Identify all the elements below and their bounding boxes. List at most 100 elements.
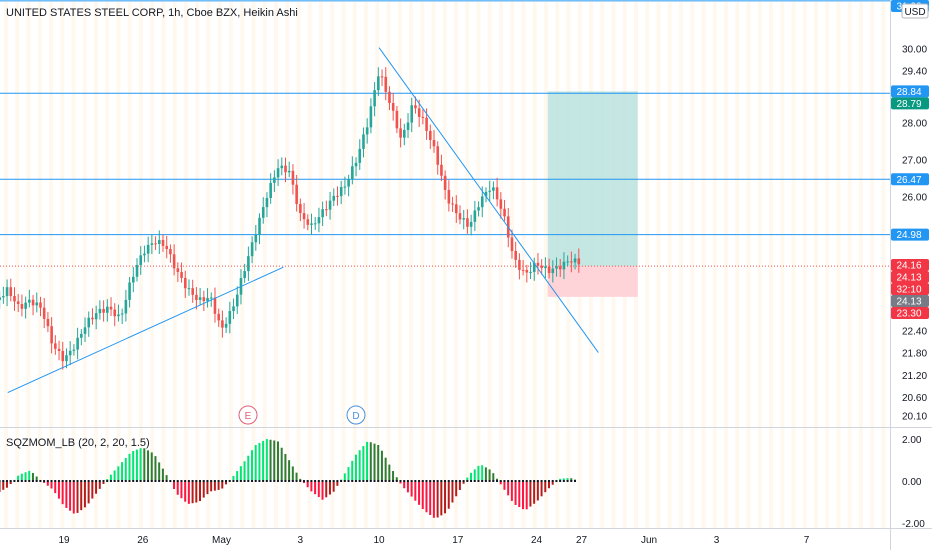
candle-body xyxy=(380,76,384,78)
candle-body xyxy=(94,313,98,320)
candle-body xyxy=(503,208,506,217)
earnings-marker[interactable]: E xyxy=(238,405,258,425)
momentum-bar xyxy=(176,481,179,495)
squeeze-dot xyxy=(176,480,179,482)
price-tick-label: 20.60 xyxy=(902,393,927,404)
momentum-bar xyxy=(562,478,565,481)
momentum-bar xyxy=(529,481,532,507)
momentum-bar xyxy=(421,481,424,510)
candle-body xyxy=(566,261,569,263)
session-stripe xyxy=(825,2,830,528)
momentum-bar xyxy=(98,481,101,489)
squeeze-dot xyxy=(462,480,465,482)
price-label-text: 28.79 xyxy=(896,99,921,110)
session-stripe xyxy=(690,2,695,528)
candle-body xyxy=(16,301,20,305)
stop-zone xyxy=(547,266,638,297)
session-stripe xyxy=(307,2,312,528)
momentum-bar xyxy=(373,443,376,481)
squeeze-dot xyxy=(336,480,339,482)
candle-body xyxy=(358,148,362,163)
momentum-tick-label: 0.00 xyxy=(902,477,922,488)
momentum-bar xyxy=(481,465,484,481)
trend-lines[interactable] xyxy=(7,47,599,394)
candle-body xyxy=(20,304,24,309)
candle-body xyxy=(577,258,581,265)
price-label-badge xyxy=(891,294,929,307)
candle-body xyxy=(480,196,484,208)
momentum-bar xyxy=(473,469,476,481)
price-tick-label: 29.40 xyxy=(902,67,927,78)
squeeze-dot xyxy=(232,480,235,482)
candle-body xyxy=(35,302,39,306)
squeeze-dot xyxy=(380,480,383,482)
squeeze-dot xyxy=(321,480,324,482)
momentum-bar xyxy=(321,481,324,500)
momentum-bar xyxy=(2,481,5,490)
squeeze-dot xyxy=(184,480,187,482)
momentum-bar xyxy=(484,467,487,481)
momentum-bar xyxy=(250,450,253,481)
candle-body xyxy=(61,350,65,362)
momentum-bar xyxy=(347,467,350,481)
squeeze-dot xyxy=(410,480,413,482)
momentum-bar xyxy=(20,473,23,481)
candle-body xyxy=(391,102,395,111)
squeeze-dot xyxy=(492,480,495,482)
session-stripe xyxy=(94,2,98,528)
candle-body xyxy=(213,297,217,314)
squeeze-dot xyxy=(9,480,12,482)
squeeze-dot xyxy=(61,480,64,482)
squeeze-dot xyxy=(503,480,506,482)
momentum-bar xyxy=(5,481,8,488)
time-tick-label: 10 xyxy=(373,535,385,546)
candle-body xyxy=(0,297,1,300)
momentum-bar xyxy=(0,481,1,492)
squeeze-dot xyxy=(451,480,454,482)
squeeze-dot xyxy=(83,480,86,482)
squeeze-dot xyxy=(43,480,46,482)
momentum-bar xyxy=(135,449,138,481)
candle-body xyxy=(124,299,128,314)
momentum-bar xyxy=(57,481,60,499)
squeeze-dot xyxy=(306,480,309,482)
session-stripe xyxy=(780,2,785,528)
momentum-bar xyxy=(262,440,265,481)
candle-body xyxy=(521,269,525,271)
candle-body xyxy=(209,297,213,299)
momentum-bar xyxy=(232,475,235,481)
squeeze-dot xyxy=(213,480,216,482)
candle-body xyxy=(120,313,124,315)
momentum-bar xyxy=(132,450,135,481)
currency-badge[interactable]: USD xyxy=(901,3,929,19)
dividend-marker[interactable]: D xyxy=(346,405,366,425)
candle-body xyxy=(451,203,454,205)
momentum-bar xyxy=(418,481,421,505)
candle-body xyxy=(421,116,425,118)
candle-body xyxy=(429,130,432,141)
session-stripe xyxy=(37,2,42,528)
candle-body xyxy=(473,210,477,222)
momentum-bar xyxy=(210,481,213,492)
candle-body xyxy=(276,168,280,178)
session-stripe xyxy=(656,2,661,528)
momentum-bar xyxy=(384,457,387,481)
momentum-bar xyxy=(462,481,465,484)
squeeze-dot xyxy=(340,480,343,482)
session-stripe xyxy=(206,2,211,528)
squeeze-dot xyxy=(17,480,20,482)
momentum-bar xyxy=(221,481,224,489)
candle-body xyxy=(24,302,27,309)
session-stripe xyxy=(262,2,267,528)
candle-body xyxy=(247,256,250,272)
momentum-bar xyxy=(395,477,398,481)
momentum-bar xyxy=(444,481,447,514)
momentum-bar xyxy=(291,466,294,481)
session-stripe xyxy=(127,2,132,528)
squeeze-dot xyxy=(499,480,502,482)
candle-body xyxy=(269,182,272,198)
momentum-bar xyxy=(31,473,34,481)
candle-body xyxy=(321,209,324,218)
momentum-bar xyxy=(61,481,64,505)
